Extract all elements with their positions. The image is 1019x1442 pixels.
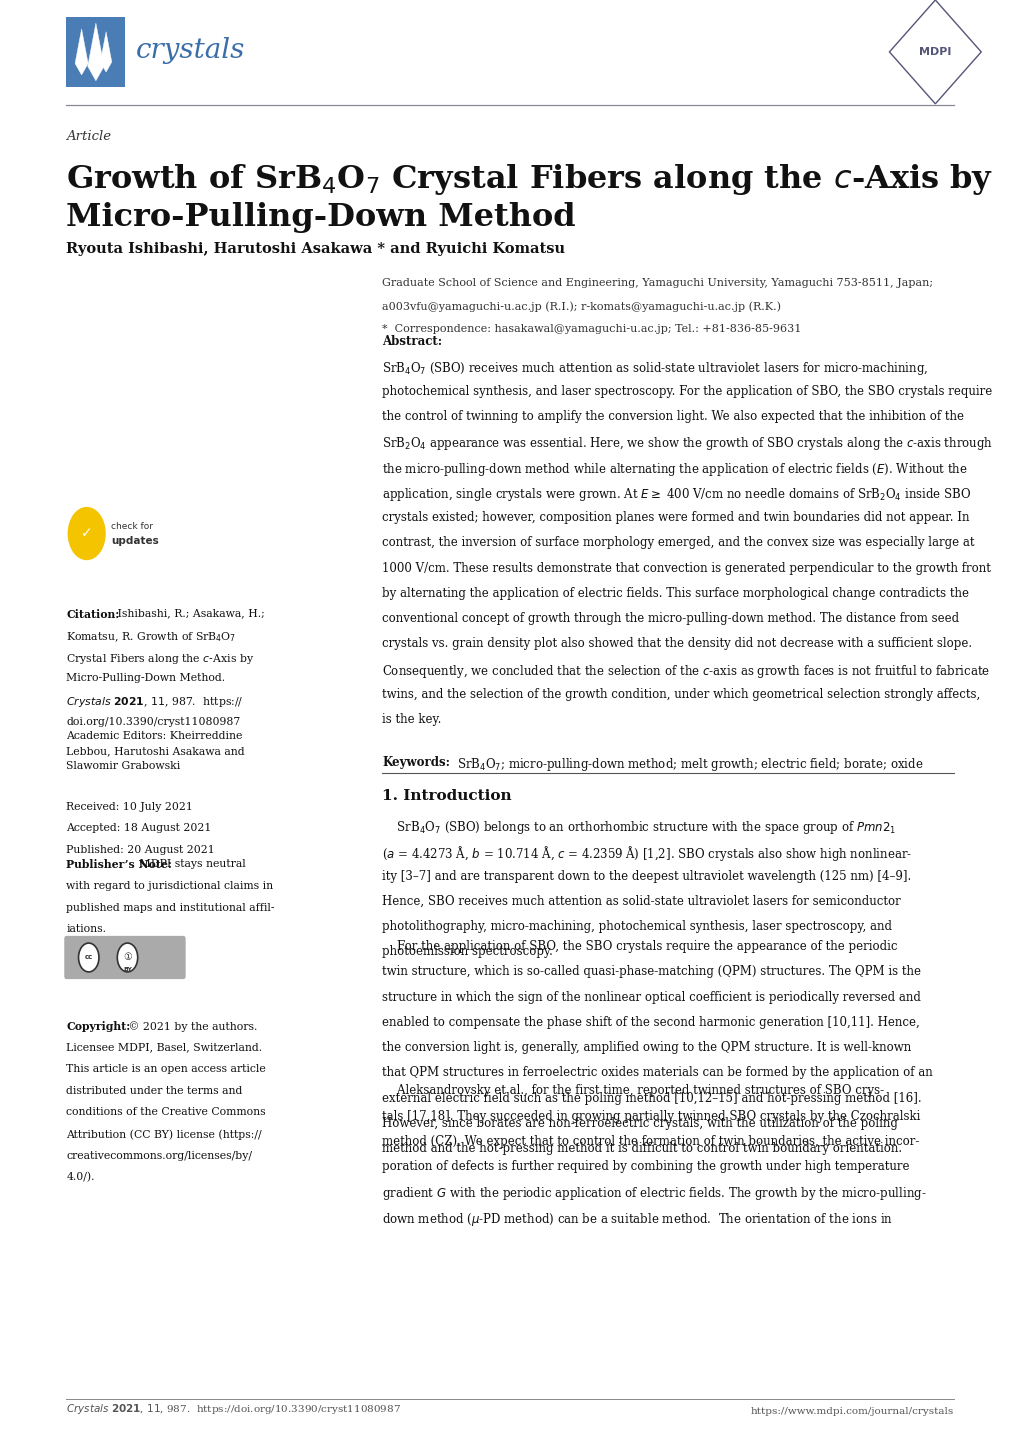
Text: method (CZ). We expect that to control the formation of twin boundaries, the act: method (CZ). We expect that to control t…: [382, 1135, 919, 1148]
Circle shape: [78, 943, 99, 972]
Text: poration of defects is further required by combining the growth under high tempe: poration of defects is further required …: [382, 1159, 909, 1174]
Text: Citation:: Citation:: [66, 609, 119, 620]
Polygon shape: [75, 29, 88, 75]
Text: distributed under the terms and: distributed under the terms and: [66, 1086, 243, 1096]
Text: updates: updates: [111, 536, 159, 547]
Text: structure in which the sign of the nonlinear optical coefficient is periodically: structure in which the sign of the nonli…: [382, 991, 920, 1004]
Text: creativecommons.org/licenses/by/: creativecommons.org/licenses/by/: [66, 1151, 252, 1161]
Text: application, single crystals were grown. At $E \geq$ 400 V/cm no needle domains : application, single crystals were grown.…: [382, 486, 971, 503]
Text: external electric field such as the poling method [10,12–15] and hot-pressing me: external electric field such as the poli…: [382, 1092, 921, 1105]
Text: $\it{Crystals}$ $\bf{2021}$, $\it{11}$, 987.  https://doi.org/10.3390/cryst11080: $\it{Crystals}$ $\bf{2021}$, $\it{11}$, …: [66, 1402, 400, 1416]
Text: enabled to compensate the phase shift of the second harmonic generation [10,11].: enabled to compensate the phase shift of…: [382, 1015, 919, 1030]
Text: *  Correspondence: hasakawal@yamaguchi-u.ac.jp; Tel.: +81-836-85-9631: * Correspondence: hasakawal@yamaguchi-u.…: [382, 324, 801, 335]
Text: Keywords:: Keywords:: [382, 756, 450, 769]
Text: Aleksandrovsky et al., for the first time, reported twinned structures of SBO cr: Aleksandrovsky et al., for the first tim…: [382, 1084, 883, 1097]
Text: a003vfu@yamaguchi-u.ac.jp (R.I.); r-komats@yamaguchi-u.ac.jp (R.K.): a003vfu@yamaguchi-u.ac.jp (R.I.); r-koma…: [382, 301, 781, 311]
Text: twin structure, which is so-called quasi-phase-matching (QPM) structures. The QP: twin structure, which is so-called quasi…: [382, 966, 920, 979]
Text: ✓: ✓: [81, 526, 93, 541]
Text: BY: BY: [123, 968, 131, 972]
FancyBboxPatch shape: [64, 936, 185, 979]
Text: Consequently, we concluded that the selection of the $\it{c}$-axis as growth fac: Consequently, we concluded that the sele…: [382, 663, 989, 679]
Text: Article: Article: [66, 130, 111, 143]
Text: contrast, the inversion of surface morphology emerged, and the convex size was e: contrast, the inversion of surface morph…: [382, 536, 974, 549]
Text: doi.org/10.3390/cryst11080987: doi.org/10.3390/cryst11080987: [66, 717, 240, 727]
Text: Micro-Pulling-Down Method.: Micro-Pulling-Down Method.: [66, 673, 225, 684]
Text: Publisher’s Note:: Publisher’s Note:: [66, 859, 172, 871]
Text: Ryouta Ishibashi, Harutoshi Asakawa * and Ryuichi Komatsu: Ryouta Ishibashi, Harutoshi Asakawa * an…: [66, 242, 565, 257]
Text: ($a$ = 4.4273 Å, $b$ = 10.714 Å, $c$ = 4.2359 Å) [1,2]. SBO crystals also show h: ($a$ = 4.4273 Å, $b$ = 10.714 Å, $c$ = 4…: [382, 845, 912, 864]
Text: published maps and institutional affil-: published maps and institutional affil-: [66, 903, 274, 913]
Text: is the key.: is the key.: [382, 712, 441, 727]
Text: photoemission spectroscopy.: photoemission spectroscopy.: [382, 946, 553, 959]
Text: Graduate School of Science and Engineering, Yamaguchi University, Yamaguchi 753-: Graduate School of Science and Engineeri…: [382, 278, 932, 288]
Text: method and the hot-pressing method it is difficult to control twin boundary orie: method and the hot-pressing method it is…: [382, 1142, 902, 1155]
Text: crystals: crystals: [136, 37, 245, 63]
Text: Copyright:: Copyright:: [66, 1021, 130, 1032]
Text: that QPM structures in ferroelectric oxides materials can be formed by the appli: that QPM structures in ferroelectric oxi…: [382, 1067, 932, 1080]
Text: photochemical synthesis, and laser spectroscopy. For the application of SBO, the: photochemical synthesis, and laser spect…: [382, 385, 991, 398]
Text: Crystal Fibers along the $\it{c}$-Axis by: Crystal Fibers along the $\it{c}$-Axis b…: [66, 652, 254, 666]
Text: Received: 10 July 2021: Received: 10 July 2021: [66, 802, 193, 812]
Circle shape: [68, 508, 105, 559]
Text: Micro-Pulling-Down Method: Micro-Pulling-Down Method: [66, 202, 576, 232]
Text: © 2021 by the authors.: © 2021 by the authors.: [125, 1021, 258, 1031]
Text: However, since borates are non-ferroelectric crystals, with the utilization of t: However, since borates are non-ferroelec…: [382, 1116, 898, 1131]
Text: check for: check for: [111, 522, 153, 531]
Text: Abstract:: Abstract:: [382, 335, 442, 348]
Text: tals [17,18]. They succeeded in growing partially twinned SBO crystals by the Cz: tals [17,18]. They succeeded in growing …: [382, 1110, 920, 1123]
Polygon shape: [88, 23, 104, 81]
Text: 1. Introduction: 1. Introduction: [382, 789, 512, 803]
Text: down method ($\mu$-PD method) can be a suitable method.  The orientation of the : down method ($\mu$-PD method) can be a s…: [382, 1211, 893, 1227]
Text: twins, and the selection of the growth condition, under which geometrical select: twins, and the selection of the growth c…: [382, 688, 980, 701]
Text: Academic Editors: Kheirreddine
Lebbou, Harutoshi Asakawa and
Slawomir Grabowski: Academic Editors: Kheirreddine Lebbou, H…: [66, 731, 245, 770]
Text: SrB$_4$O$_7$ (SBO) receives much attention as solid-state ultraviolet lasers for: SrB$_4$O$_7$ (SBO) receives much attenti…: [382, 359, 928, 376]
Text: crystals existed; however, composition planes were formed and twin boundaries di: crystals existed; however, composition p…: [382, 512, 969, 525]
Text: photolithography, micro-machining, photochemical synthesis, laser spectroscopy, : photolithography, micro-machining, photo…: [382, 920, 892, 933]
Text: the conversion light is, generally, amplified owing to the QPM structure. It is : the conversion light is, generally, ampl…: [382, 1041, 911, 1054]
Text: crystals vs. grain density plot also showed that the density did not decrease wi: crystals vs. grain density plot also sho…: [382, 637, 972, 650]
Text: SrB$_2$O$_4$ appearance was essential. Here, we show the growth of SBO crystals : SrB$_2$O$_4$ appearance was essential. H…: [382, 435, 993, 453]
Circle shape: [117, 943, 138, 972]
Text: SrB$_4$O$_7$; micro-pulling-down method; melt growth; electric field; borate; ox: SrB$_4$O$_7$; micro-pulling-down method;…: [457, 756, 922, 773]
Text: For the application of SBO, the SBO crystals require the appearance of the perio: For the application of SBO, the SBO crys…: [382, 940, 897, 953]
Text: Growth of SrB$_4$O$_7$ Crystal Fibers along the $\it{c}$-Axis by: Growth of SrB$_4$O$_7$ Crystal Fibers al…: [66, 162, 993, 196]
Text: iations.: iations.: [66, 924, 106, 934]
Text: Attribution (CC BY) license (https://: Attribution (CC BY) license (https://: [66, 1129, 262, 1139]
Text: conventional concept of growth through the micro-pulling-down method. The distan: conventional concept of growth through t…: [382, 611, 959, 626]
Text: This article is an open access article: This article is an open access article: [66, 1064, 266, 1074]
Text: SrB$_4$O$_7$ (SBO) belongs to an orthorhombic structure with the space group of : SrB$_4$O$_7$ (SBO) belongs to an orthorh…: [382, 819, 896, 836]
Text: https://www.mdpi.com/journal/crystals: https://www.mdpi.com/journal/crystals: [750, 1407, 953, 1416]
FancyBboxPatch shape: [66, 17, 125, 87]
Text: Published: 20 August 2021: Published: 20 August 2021: [66, 845, 215, 855]
Text: $\it{Crystals}$ $\bf{2021}$, $\it{11}$, 987.  https://: $\it{Crystals}$ $\bf{2021}$, $\it{11}$, …: [66, 695, 244, 709]
Text: Licensee MDPI, Basel, Switzerland.: Licensee MDPI, Basel, Switzerland.: [66, 1043, 262, 1053]
Text: MDPI stays neutral: MDPI stays neutral: [136, 859, 246, 870]
Text: ity [3–7] and are transparent down to the deepest ultraviolet wavelength (125 nm: ity [3–7] and are transparent down to th…: [382, 870, 911, 883]
Text: Ishibashi, R.; Asakawa, H.;: Ishibashi, R.; Asakawa, H.;: [114, 609, 265, 619]
Text: Accepted: 18 August 2021: Accepted: 18 August 2021: [66, 823, 212, 833]
Text: gradient $G$ with the periodic application of electric fields. The growth by the: gradient $G$ with the periodic applicati…: [382, 1185, 926, 1203]
Text: 4.0/).: 4.0/).: [66, 1172, 95, 1182]
Text: the micro-pulling-down method while alternating the application of electric fiel: the micro-pulling-down method while alte…: [382, 461, 967, 477]
Text: ①: ①: [123, 953, 131, 962]
Text: conditions of the Creative Commons: conditions of the Creative Commons: [66, 1107, 266, 1118]
Text: Komatsu, R. Growth of SrB$_4$O$_7$: Komatsu, R. Growth of SrB$_4$O$_7$: [66, 630, 236, 643]
Text: by alternating the application of electric fields. This surface morphological ch: by alternating the application of electr…: [382, 587, 968, 600]
Text: 1000 V/cm. These results demonstrate that convection is generated perpendicular : 1000 V/cm. These results demonstrate tha…: [382, 561, 990, 575]
Polygon shape: [100, 32, 112, 72]
Text: cc: cc: [85, 955, 93, 960]
Text: Hence, SBO receives much attention as solid-state ultraviolet lasers for semicon: Hence, SBO receives much attention as so…: [382, 894, 901, 908]
Text: with regard to jurisdictional claims in: with regard to jurisdictional claims in: [66, 881, 273, 891]
Text: MDPI: MDPI: [918, 48, 951, 56]
Text: the control of twinning to amplify the conversion light. We also expected that t: the control of twinning to amplify the c…: [382, 410, 964, 424]
